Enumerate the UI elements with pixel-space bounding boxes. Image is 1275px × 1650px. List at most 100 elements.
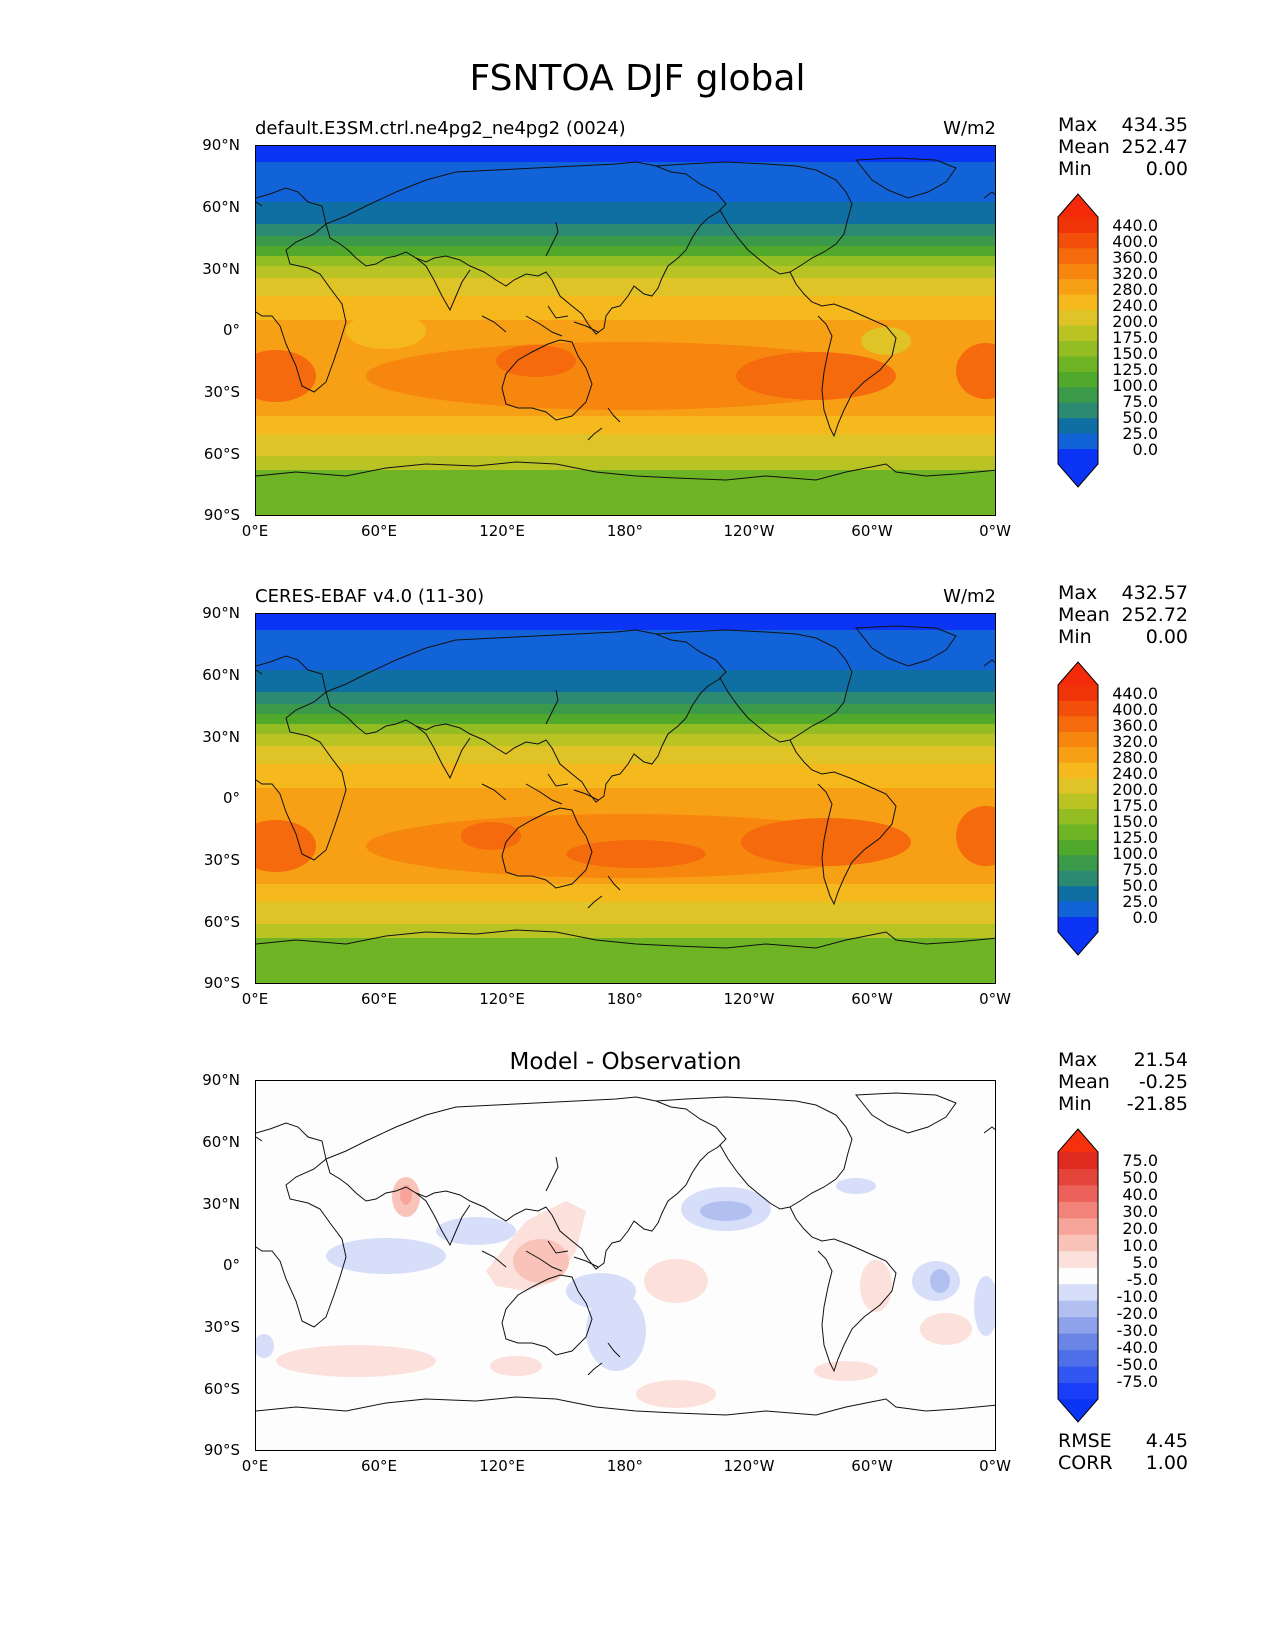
colorbar-tick-label: 440.0 (1112, 684, 1158, 703)
colorbar-swatch (1058, 839, 1098, 856)
colorbar-swatch (1058, 916, 1098, 933)
lat-label: 30°N (202, 1195, 240, 1213)
lat-label: 60°N (202, 1133, 240, 1151)
lon-label: 60°W (851, 522, 893, 540)
lon-label: 0°W (979, 522, 1011, 540)
lon-label: 120°W (723, 1457, 775, 1475)
colorbar-tick-label: -75.0 (1116, 1372, 1158, 1391)
stat-label: Mean (1058, 1071, 1110, 1093)
colorbar-swatch (1058, 340, 1098, 357)
panel-title: Model - Observation (509, 1049, 742, 1075)
lon-label: 60°E (360, 522, 398, 540)
colorbar-tick-label: -40.0 (1116, 1338, 1158, 1357)
colorbar-tick-label: 25.0 (1122, 424, 1158, 443)
colorbar-tick-label: 320.0 (1112, 264, 1158, 283)
lat-label: 60°N (202, 198, 240, 216)
colorbar-min-extension (1058, 932, 1098, 955)
lon-label: 0°E (241, 522, 269, 540)
lat-label: 30°N (202, 728, 240, 746)
colorbar-swatch (1058, 808, 1098, 825)
lon-label: 0°W (979, 990, 1011, 1008)
colorbar-swatch (1058, 1382, 1098, 1400)
lon-label: 60°E (360, 1457, 398, 1475)
colorbar-swatch (1058, 1333, 1098, 1351)
stat-label: Min (1058, 626, 1092, 648)
lon-label: 0°E (241, 1457, 269, 1475)
lon-label: 180° (606, 522, 644, 540)
lon-label: 0°E (241, 990, 269, 1008)
colorbar-tick-label: 75.0 (1122, 860, 1158, 879)
colorbar (1057, 193, 1099, 488)
colorbar-tick-label: 100.0 (1112, 376, 1158, 395)
colorbar-swatch (1058, 355, 1098, 372)
lat-label: 90°N (202, 1071, 240, 1089)
colorbar-swatch (1058, 217, 1098, 233)
stat-value: 434.35 (1121, 114, 1188, 136)
colorbar-tick-label: 400.0 (1112, 700, 1158, 719)
colorbar-tick-label: 150.0 (1112, 812, 1158, 831)
lon-label: 180° (606, 990, 644, 1008)
colorbar-tick-label: 75.0 (1122, 392, 1158, 411)
colorbar-swatch (1058, 1316, 1098, 1334)
figure-title: FSNTOA DJF global (469, 58, 806, 99)
colorbar-tick-label: 20.0 (1122, 1219, 1158, 1238)
lon-label: 120°E (479, 522, 525, 540)
colorbar-outline (1057, 193, 1099, 488)
colorbar-tick-label: 50.0 (1122, 876, 1158, 895)
colorbar-swatch (1058, 823, 1098, 840)
stat-value: -21.85 (1126, 1093, 1188, 1115)
colorbar-tick-label: 75.0 (1122, 1151, 1158, 1170)
colorbar-tick-label: 360.0 (1112, 248, 1158, 267)
stat-label: Min (1058, 158, 1092, 180)
colorbar-swatch (1058, 685, 1098, 701)
colorbar-tick-label: -50.0 (1116, 1355, 1158, 1374)
lon-label: 0°W (979, 1457, 1011, 1475)
colorbar-tick-label: 175.0 (1112, 328, 1158, 347)
colorbar-swatch (1058, 402, 1098, 419)
colorbar-tick-label: 200.0 (1112, 312, 1158, 331)
colorbar-tick-label: 400.0 (1112, 232, 1158, 251)
colorbar-swatch (1058, 1300, 1098, 1318)
lat-label: 60°S (203, 1380, 240, 1398)
colorbar-tick-label: 280.0 (1112, 748, 1158, 767)
stat-label: Max (1058, 114, 1098, 136)
stat-value: 0.00 (1145, 158, 1188, 180)
colorbar-tick-label: 10.0 (1122, 1236, 1158, 1255)
colorbar-swatch (1058, 731, 1098, 748)
colorbar-min-extension (1058, 1399, 1098, 1422)
colorbar-swatch (1058, 1152, 1098, 1169)
colorbar-tick-label: 240.0 (1112, 764, 1158, 783)
colorbar-tick-label: 175.0 (1112, 796, 1158, 815)
observation-panel: CERES-EBAF v4.0 (11-30) W/m2 (0, 582, 1275, 1056)
colorbar-max-extension (1058, 1129, 1098, 1152)
stats-box: Max 434.35 Mean 252.47 Min 0.00 (1058, 114, 1188, 180)
colorbar-tick-label: 320.0 (1112, 732, 1158, 751)
stat-value: 252.47 (1121, 136, 1188, 158)
colorbar-swatch (1058, 700, 1098, 717)
colorbar-tick-label: 240.0 (1112, 296, 1158, 315)
lon-label: 60°W (851, 990, 893, 1008)
colorbar-swatch (1058, 263, 1098, 280)
colorbar-swatch (1058, 777, 1098, 794)
model-panel: default.E3SM.ctrl.ne4pg2_ne4pg2 (0024) W… (0, 114, 1275, 588)
stat-value: 252.72 (1121, 604, 1188, 626)
colorbar-swatch (1058, 232, 1098, 249)
colorbar-swatch (1058, 1201, 1098, 1219)
colorbar-tick-label: -30.0 (1116, 1321, 1158, 1340)
colorbar-swatch (1058, 854, 1098, 871)
stat-label: RMSE (1058, 1430, 1112, 1452)
colorbar-tick-label: -10.0 (1116, 1287, 1158, 1306)
stat-value: 21.54 (1133, 1049, 1188, 1071)
colorbar-swatch (1058, 278, 1098, 295)
lat-label: 90°S (203, 506, 240, 524)
error-stats-box: RMSE 4.45 CORR 1.00 (1058, 1430, 1188, 1474)
colorbar-swatch (1058, 1283, 1098, 1301)
colorbar-tick-label: 125.0 (1112, 360, 1158, 379)
colorbar-tick-label: 0.0 (1132, 908, 1158, 927)
lat-label: 90°S (203, 1441, 240, 1459)
panel-units: W/m2 (943, 118, 996, 139)
colorbar-min-extension (1058, 464, 1098, 487)
lat-label: 0° (222, 321, 240, 339)
colorbar-tick-label: 100.0 (1112, 844, 1158, 863)
lat-label: 90°S (203, 974, 240, 992)
